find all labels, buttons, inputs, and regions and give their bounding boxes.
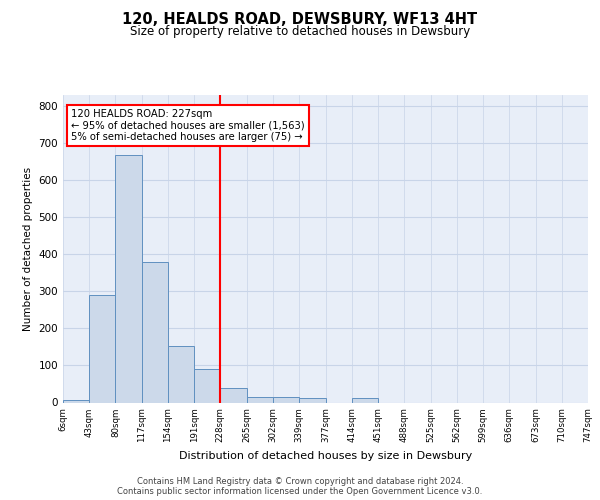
Text: Size of property relative to detached houses in Dewsbury: Size of property relative to detached ho… bbox=[130, 25, 470, 38]
Bar bbox=[220, 388, 247, 402]
Bar bbox=[247, 397, 273, 402]
Bar bbox=[89, 295, 115, 403]
Bar bbox=[63, 400, 89, 402]
Bar bbox=[194, 369, 220, 402]
Text: Contains HM Land Registry data © Crown copyright and database right 2024.
Contai: Contains HM Land Registry data © Crown c… bbox=[118, 476, 482, 496]
Bar bbox=[142, 262, 168, 402]
Text: 120 HEALDS ROAD: 227sqm
← 95% of detached houses are smaller (1,563)
5% of semi-: 120 HEALDS ROAD: 227sqm ← 95% of detache… bbox=[71, 109, 305, 142]
X-axis label: Distribution of detached houses by size in Dewsbury: Distribution of detached houses by size … bbox=[179, 450, 472, 460]
Bar bbox=[273, 398, 299, 402]
Bar bbox=[115, 156, 142, 402]
Y-axis label: Number of detached properties: Number of detached properties bbox=[23, 166, 33, 331]
Bar bbox=[299, 398, 326, 402]
Text: 120, HEALDS ROAD, DEWSBURY, WF13 4HT: 120, HEALDS ROAD, DEWSBURY, WF13 4HT bbox=[122, 12, 478, 28]
Bar bbox=[352, 398, 378, 402]
Bar bbox=[168, 346, 194, 403]
